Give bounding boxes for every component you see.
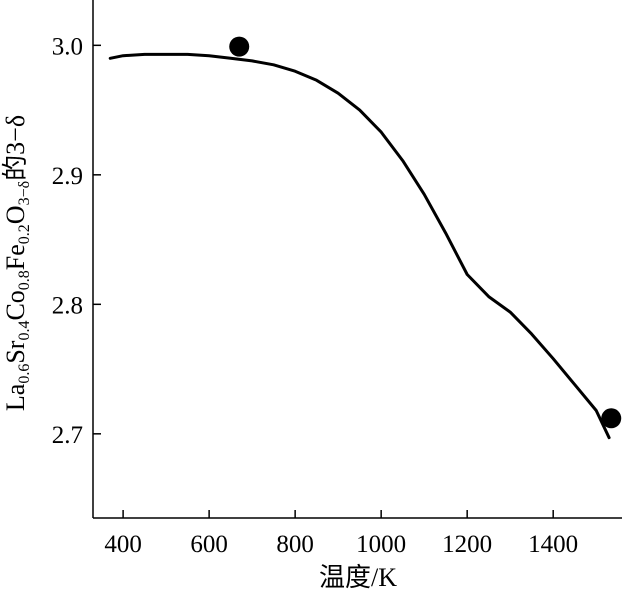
y-label-text: 的3−δ <box>1 115 30 181</box>
y-label-subscript: 0.6 <box>16 364 33 384</box>
x-tick-label: 1400 <box>528 531 578 558</box>
y-axis-label: La0.6Sr0.4Co0.8Fe0.2O3−δ的3−δ <box>1 115 33 411</box>
data-point <box>229 36 250 57</box>
y-label-text: Fe <box>1 244 30 270</box>
y-label-text: Co <box>1 290 30 320</box>
y-label-subscript: 0.8 <box>16 270 33 290</box>
series-line <box>108 52 611 440</box>
axes <box>92 0 622 519</box>
x-tick-label: 400 <box>104 531 142 558</box>
y-label-text: La <box>1 383 30 411</box>
y-tick-label: 2.8 <box>52 292 83 319</box>
y-tick-label: 3.0 <box>52 33 83 60</box>
y-label-text: O <box>1 205 30 224</box>
y-tick-label: 2.7 <box>52 422 83 449</box>
y-label-subscript: 0.2 <box>16 224 33 244</box>
y-ticks: 2.7 2.8 2.9 3.0 <box>52 33 101 449</box>
data-point <box>601 408 622 429</box>
x-tick-label: 1200 <box>442 531 492 558</box>
series-layer <box>108 36 622 440</box>
x-tick-label: 1000 <box>356 531 406 558</box>
x-tick-label: 800 <box>276 531 314 558</box>
x-ticks: 400 600 800 1000 1200 1400 <box>104 510 578 558</box>
y-tick-label: 2.9 <box>52 163 83 190</box>
x-tick-label: 600 <box>190 531 228 558</box>
y-label-text: Sr <box>1 340 30 363</box>
y-label-subscript: 0.4 <box>16 321 33 341</box>
y-label-subscript: 3−δ <box>16 181 33 206</box>
x-axis-label: 温度/K <box>319 563 397 592</box>
